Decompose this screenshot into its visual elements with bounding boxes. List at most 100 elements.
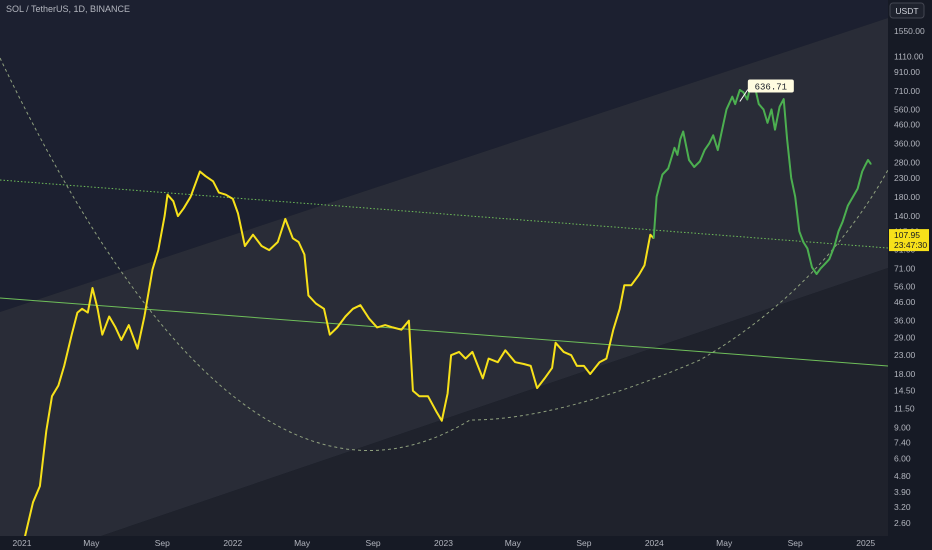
price-point-yellow (514, 361, 516, 363)
x-tick-label: Sep (576, 538, 591, 548)
price-point-green (679, 138, 681, 140)
price-point-green (798, 230, 800, 232)
price-point-green (693, 166, 695, 168)
price-point-green (682, 130, 684, 133)
price-point-yellow (277, 241, 279, 243)
price-point-yellow (458, 351, 460, 353)
price-point-green (717, 149, 719, 151)
x-axis-panel (0, 536, 888, 550)
currency-badge[interactable]: USDT (889, 2, 925, 19)
price-point-yellow (570, 354, 572, 356)
current-price-countdown: 23:47:30 (894, 240, 927, 250)
price-point-yellow (190, 196, 192, 198)
price-point-yellow (136, 348, 139, 350)
price-point-yellow (523, 363, 525, 365)
price-point-green (712, 134, 714, 136)
price-point-yellow (598, 361, 601, 363)
x-tick-label: Sep (366, 538, 381, 548)
price-point-yellow (101, 334, 103, 336)
upper-zone (0, 0, 888, 312)
y-tick-label: 14.50 (894, 386, 916, 396)
y-tick-label: 1110.00 (894, 52, 924, 62)
price-point-green (786, 138, 788, 140)
x-tick-label: 2025 (856, 538, 875, 548)
price-point-yellow (427, 395, 429, 397)
y-tick-label: 2.60 (894, 518, 911, 528)
chart-title: SOL / TetherUS, 1D, BINANCE (6, 4, 130, 14)
current-price-box (889, 229, 929, 252)
annotation-box (747, 79, 794, 93)
y-tick-label: 460.00 (894, 120, 920, 130)
price-point-green (746, 98, 748, 101)
y-tick-label: 46.00 (894, 297, 916, 307)
currency-badge-box (889, 2, 925, 19)
price-point-yellow (157, 249, 159, 251)
price-point-yellow (400, 329, 402, 331)
price-point-yellow (471, 351, 473, 353)
x-tick-label: 2024 (645, 538, 664, 548)
y-tick-label: 23.00 (894, 350, 916, 360)
price-channel (0, 18, 888, 550)
price-point-green (864, 164, 866, 167)
price-point-yellow (583, 365, 585, 367)
price-point-yellow (97, 308, 99, 310)
y-tick-label: 56.00 (894, 282, 916, 292)
price-point-green (676, 154, 679, 156)
price-point-green (867, 159, 869, 161)
price-point-green (847, 205, 849, 207)
price-point-yellow (612, 329, 614, 331)
y-tick-label: 4.80 (894, 471, 911, 481)
price-point-yellow (261, 245, 263, 247)
x-tick-label: Sep (155, 538, 170, 548)
y-tick-label: 560.00 (894, 104, 920, 114)
price-point-yellow (563, 351, 565, 353)
price-point-yellow (336, 326, 338, 328)
price-point-green (852, 196, 854, 198)
price-point-yellow (323, 308, 325, 310)
price-point-yellow (87, 312, 89, 314)
price-point-green (779, 106, 781, 108)
x-tick-label: Sep (788, 538, 803, 548)
price-point-yellow (392, 326, 394, 328)
price-point-yellow (649, 234, 651, 236)
price-point-yellow (172, 200, 174, 202)
price-point-yellow (630, 284, 632, 286)
y-tick-label: 3.90 (894, 487, 911, 497)
price-point-green (742, 91, 744, 93)
price-point-yellow (352, 308, 354, 310)
price-point-yellow (412, 390, 414, 392)
y-tick-label: 36.00 (894, 316, 916, 326)
price-point-green (842, 221, 844, 223)
price-point-yellow (329, 334, 331, 336)
y-tick-label: 6.00 (894, 454, 911, 464)
price-point-yellow (544, 377, 546, 379)
x-tick-label: May (716, 538, 733, 548)
price-point-green (794, 196, 796, 198)
price-annotation[interactable]: 636.71 (739, 79, 794, 102)
price-point-yellow (551, 367, 553, 369)
price-point-yellow (643, 264, 646, 266)
price-point-yellow (128, 324, 130, 326)
price-point-green (816, 273, 818, 275)
trendline-dotted (0, 179, 889, 249)
price-point-green (766, 122, 769, 124)
price-point-yellow (623, 284, 625, 286)
currency-badge-label: USDT (895, 6, 918, 16)
price-point-yellow (589, 373, 591, 375)
price-point-yellow (504, 349, 506, 351)
price-point-green (731, 96, 733, 98)
price-point-yellow (205, 175, 207, 177)
price-point-green (661, 174, 664, 176)
price-point-yellow (447, 392, 449, 394)
price-point-green (790, 177, 792, 179)
price-point-green (833, 245, 836, 247)
price-point-yellow (298, 241, 300, 243)
price-point-green (734, 103, 736, 105)
price-point-yellow (114, 326, 117, 328)
price-point-yellow (284, 218, 286, 220)
price-point-green (725, 108, 728, 110)
price-point-yellow (120, 339, 122, 341)
